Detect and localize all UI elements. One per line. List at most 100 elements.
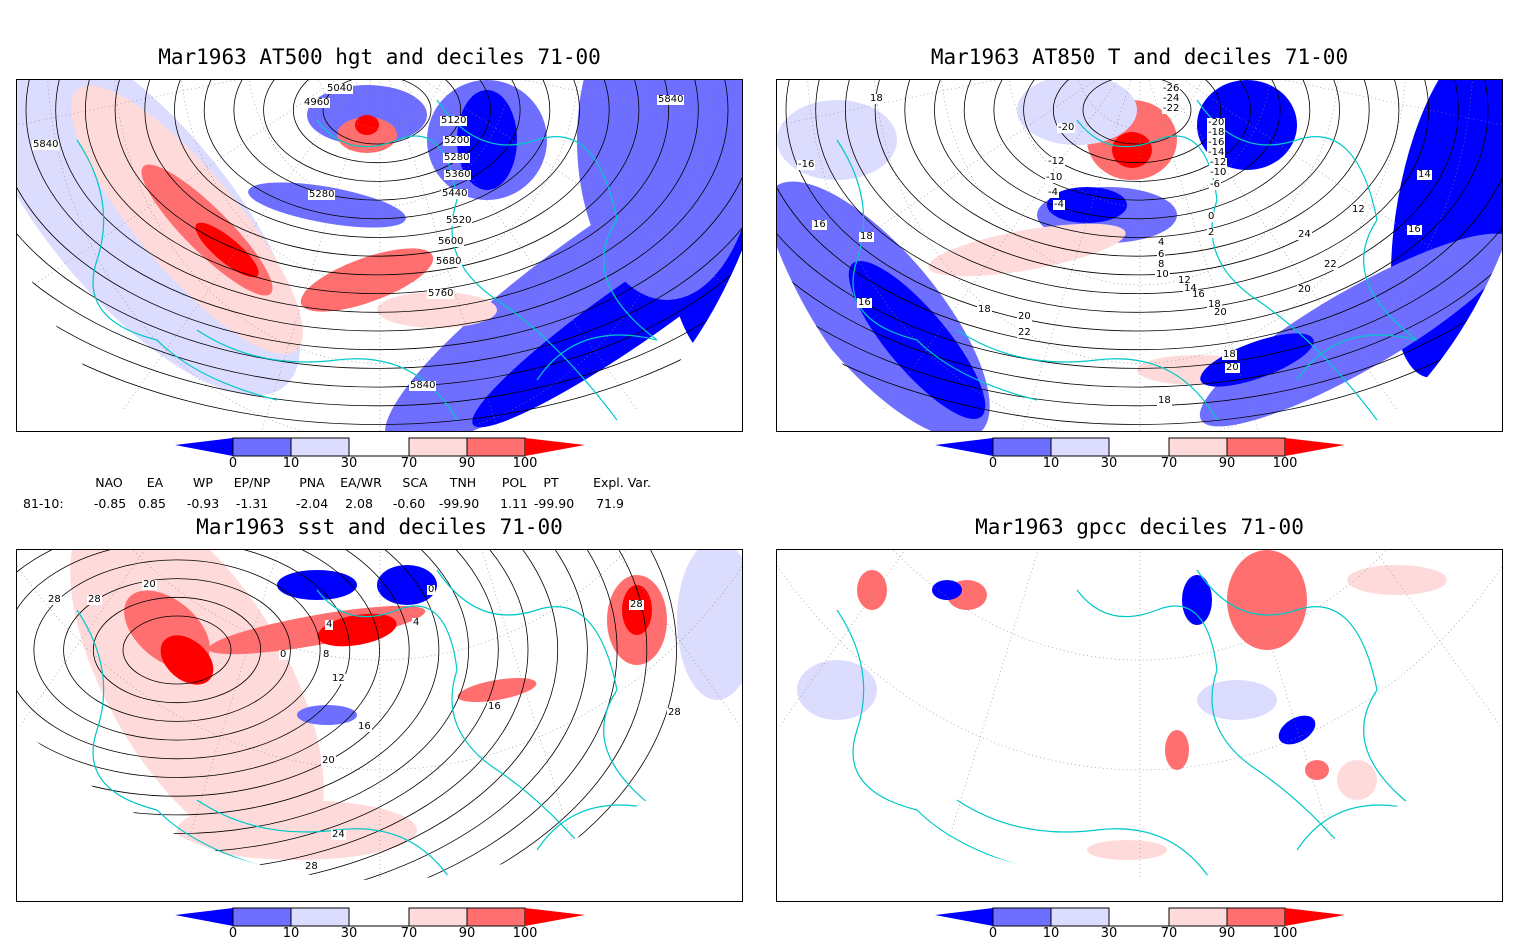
panel-title-gpcc: Mar1963 gpcc deciles 71-00 (975, 515, 1304, 539)
contour-label: 18 (1207, 299, 1222, 310)
map-panel-t850: 18 -16 16 18 16 -26 -24 -22 -20 -18 -16 -14 -12 -10 -6… (776, 79, 1503, 432)
map-canvas (17, 80, 742, 431)
contour-label: 18 (859, 231, 874, 242)
contour-label: 14 (1183, 283, 1198, 294)
contour-label: -20 (1057, 122, 1076, 133)
contour-label: 5200 (443, 135, 471, 146)
index-value: 2.08 (345, 496, 373, 511)
index-header: PNA (299, 475, 325, 490)
contour-label: -4 (1047, 187, 1059, 198)
colorbar-tick-label: 100 (1272, 456, 1298, 471)
contour-label: -10 (1045, 172, 1064, 183)
decile-shading (17, 550, 742, 880)
contour-label: -12 (1209, 157, 1228, 168)
contour-label: 4960 (303, 97, 331, 108)
colorbar-tick-label: 10 (282, 926, 300, 941)
contour-label: 24 (1297, 229, 1312, 240)
colorbar-tick-label: 0 (988, 456, 998, 471)
index-value: -0.93 (186, 496, 220, 511)
contour-label: 20 (142, 579, 157, 590)
contour-label: -24 (1162, 93, 1181, 104)
index-header: SCA (402, 475, 428, 490)
contour-label: 4 (1157, 237, 1166, 248)
contour-label: 16 (857, 297, 872, 308)
colorbar-tick-label: 10 (1042, 456, 1060, 471)
contour-label: 8 (322, 649, 331, 660)
contour-label: 12 (1177, 275, 1192, 286)
colorbar-tick-label: 10 (1042, 926, 1060, 941)
contour-label: -12 (1047, 156, 1066, 167)
contour-label: 5840 (32, 139, 60, 150)
contour-label: 28 (667, 707, 682, 718)
coastlines (836, 569, 1418, 880)
contour-label: 2 (1207, 227, 1216, 238)
contour-label: 4 (325, 619, 334, 630)
index-header: NAO (95, 475, 123, 490)
colorbar-tick-label: 70 (400, 456, 418, 471)
contour-label: 4 (412, 617, 421, 628)
contour-label: 24 (331, 829, 346, 840)
map-canvas (777, 550, 1502, 880)
contour-label: 20 (1225, 362, 1240, 373)
colorbar-tick-label: 90 (458, 926, 476, 941)
colorbar: 0 10 30 70 90 100 (170, 907, 590, 942)
contour-label: -18 (1207, 127, 1226, 138)
colorbar-tick-label: 90 (458, 456, 476, 471)
contour-label: 28 (87, 594, 102, 605)
colorbar-tick-label: 0 (228, 456, 238, 471)
colorbar-tick-label: 0 (228, 926, 238, 941)
coastlines (76, 99, 658, 421)
contour-label: 5600 (437, 236, 465, 247)
colorbar: 0 10 30 70 90 100 (930, 437, 1350, 472)
contour-label: 18 (1222, 349, 1237, 360)
contour-label: 28 (629, 599, 644, 610)
colorbar-tick-label: 100 (512, 926, 538, 941)
contour-label: 20 (1297, 284, 1312, 295)
index-row-label: 81-10: (23, 496, 64, 511)
index-value: 1.11 (500, 496, 528, 511)
colorbar-tick-label: 30 (340, 456, 358, 471)
contour-label: 16 (812, 219, 827, 230)
contour-label: 20 (1213, 307, 1228, 318)
contour-label: -20 (1207, 117, 1226, 128)
index-header: EA (146, 475, 164, 490)
contour-label: 6 (1157, 249, 1166, 260)
contour-label: 5360 (444, 169, 472, 180)
contour-label: 22 (1017, 327, 1032, 338)
contour-label: 8 (1157, 259, 1166, 270)
contour-label: 5680 (435, 256, 463, 267)
contour-label: 20 (321, 755, 336, 766)
contour-label: 5520 (445, 215, 473, 226)
colorbar: 0 10 30 70 90 100 (930, 907, 1350, 942)
contour-label: 0 (279, 649, 288, 660)
colorbar-tick-label: 30 (1100, 456, 1118, 471)
index-header: EP/NP (233, 475, 271, 490)
index-header: TNH (449, 475, 477, 490)
index-value: -99.90 (533, 496, 575, 511)
contour-label: -10 (1209, 167, 1228, 178)
map-canvas (777, 80, 1502, 431)
index-value: 0.85 (138, 496, 166, 511)
contour-label: 5040 (326, 83, 354, 94)
index-value: -0.85 (93, 496, 127, 511)
contour-label: 16 (487, 701, 502, 712)
index-header: Expl. Var. (593, 475, 651, 490)
contour-label: 16 (1191, 289, 1206, 300)
contour-label: 5760 (427, 288, 455, 299)
colorbar-tick-label: 70 (1160, 926, 1178, 941)
colorbar-tick-label: 10 (282, 456, 300, 471)
colorbar-tick-label: 90 (1218, 456, 1236, 471)
coastlines (76, 569, 658, 880)
contour-label: -6 (1209, 179, 1221, 190)
colorbar-swatches (935, 907, 1345, 927)
contour-label: 5840 (409, 380, 437, 391)
contour-label: -26 (1162, 83, 1181, 94)
contour-label: 5840 (657, 94, 685, 105)
contour-label: 12 (1351, 204, 1366, 215)
contour-label: 12 (331, 673, 346, 684)
decile-shading (777, 80, 1502, 431)
map-panel-sst: 28 28 20 0 4 8 12 16 20 24 28 28 28 4 0 16 (16, 549, 743, 902)
contour-label: 5120 (440, 115, 468, 126)
colorbar-tick-label: 100 (512, 456, 538, 471)
colorbar-tick-label: 70 (400, 926, 418, 941)
